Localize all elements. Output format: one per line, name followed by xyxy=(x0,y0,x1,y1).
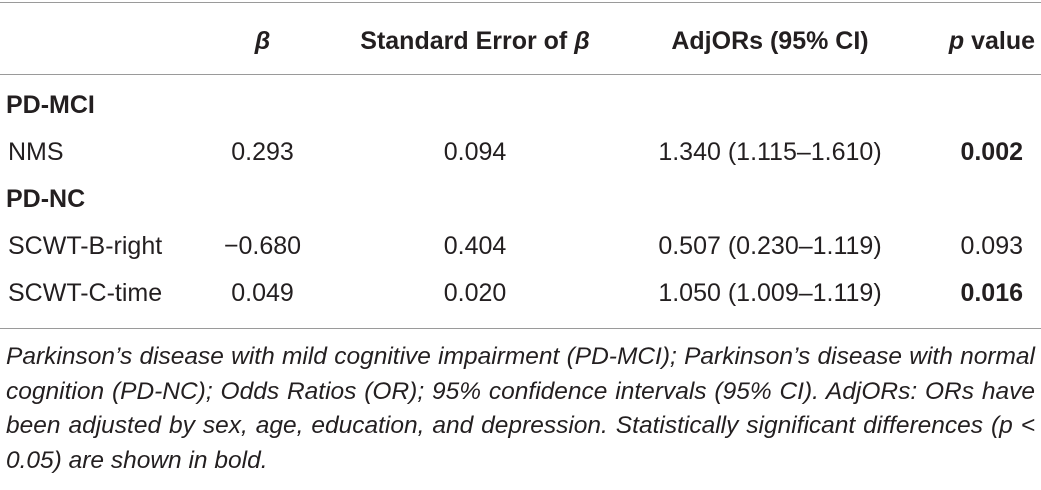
header-cell: β xyxy=(200,2,325,74)
top-rule xyxy=(0,2,1041,3)
header-text: AdjORs (95% CI) xyxy=(671,27,869,55)
bottom-rule xyxy=(0,328,1041,329)
header-cell: p value xyxy=(915,2,1035,74)
header-row: β Standard Error of β AdjORs (95% CI) p val… xyxy=(0,2,1041,74)
section-label: PD-MCI xyxy=(6,91,95,119)
footnote: Parkinson’s disease with mild cognitive … xyxy=(6,343,1035,474)
data-row: NMS 0.293 0.094 1.340 (1.115–1.610) 0.002 xyxy=(0,129,1041,176)
header-text: p xyxy=(948,27,965,55)
table-cell: 1.050 (1.009–1.119) xyxy=(658,279,882,307)
header-text: β xyxy=(574,27,590,55)
header-text: β xyxy=(254,27,271,55)
header-cell xyxy=(8,2,208,74)
table-cell: 0.293 xyxy=(231,138,294,166)
table-cell: 0.049 xyxy=(231,279,294,307)
header-cell: Standard Error of β xyxy=(325,2,625,74)
table-cell: SCWT-B-right xyxy=(8,232,163,260)
table-cell: 0.507 (0.230–1.119) xyxy=(658,232,882,260)
header-rule xyxy=(0,74,1041,75)
table-cell: 0.002 xyxy=(960,138,1023,166)
data-row: SCWT-B-right −0.680 0.404 0.507 (0.230–1.11… xyxy=(0,223,1041,270)
data-row: SCWT-C-time 0.049 0.020 1.050 (1.009–1.119)… xyxy=(0,270,1041,317)
table-cell: SCWT-C-time xyxy=(8,279,163,307)
table-cell: 0.094 xyxy=(443,138,507,166)
header-text: Standard Error of xyxy=(360,27,575,55)
table-cell: 1.340 (1.115–1.610) xyxy=(658,138,882,166)
table-cell: 0.404 xyxy=(443,232,507,260)
table-cell: 0.093 xyxy=(960,232,1023,260)
section-label: PD-NC xyxy=(6,185,86,213)
section-row: PD-NC xyxy=(0,176,1041,223)
header-text: value xyxy=(964,27,1035,55)
header-cell: AdjORs (95% CI) xyxy=(625,2,915,74)
section-row: PD-MCI xyxy=(0,82,1041,129)
table-cell: 0.016 xyxy=(960,279,1023,307)
table-cell: NMS xyxy=(8,138,64,166)
table-cell: 0.020 xyxy=(443,279,507,307)
table-cell: −0.680 xyxy=(223,232,302,260)
